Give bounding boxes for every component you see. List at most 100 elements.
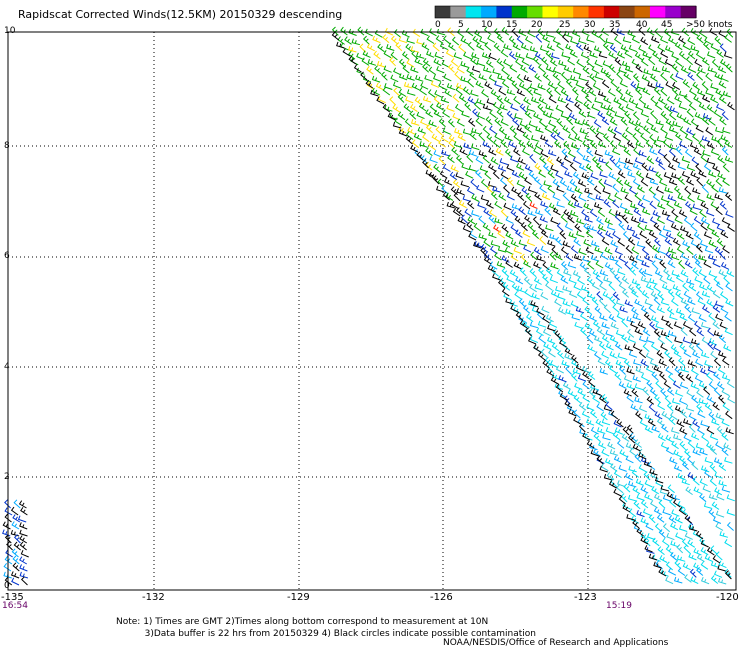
scale-swatch-16 (680, 6, 697, 18)
wind-barb (482, 125, 490, 135)
wind-barb (718, 394, 725, 404)
wind-barb (587, 344, 596, 353)
wind-barb (435, 126, 443, 136)
wind-barb (676, 112, 685, 121)
wind-barb (668, 178, 678, 186)
wind-barb (717, 564, 726, 572)
wind-barb (483, 251, 492, 261)
wind-barb (580, 312, 588, 321)
wind-barb (688, 65, 697, 73)
wind-barb (569, 49, 578, 58)
wind-barb (370, 89, 379, 97)
wind-barb (645, 139, 654, 149)
wind-barb (701, 57, 710, 66)
wind-barb (672, 237, 681, 246)
wind-barb (677, 162, 686, 171)
wind-barb (719, 531, 729, 538)
wind-barb (613, 36, 622, 45)
wind-barb (693, 231, 702, 241)
wind-barb (700, 367, 709, 376)
wind-barb (561, 359, 570, 367)
scale-swatch-9 (573, 6, 590, 18)
wind-barb (699, 493, 707, 503)
wind-barb (576, 291, 585, 300)
wind-barb (637, 321, 646, 329)
wind-barb (599, 367, 608, 375)
wind-barb (609, 365, 617, 374)
wind-barb (646, 380, 654, 390)
wind-barb (670, 28, 680, 36)
wind-barb (653, 328, 661, 338)
wind-barb (599, 465, 608, 473)
wind-barb (665, 251, 673, 260)
wind-barb (632, 343, 641, 351)
wind-barb (523, 75, 532, 83)
wind-barb (707, 66, 717, 73)
wind-barb (508, 35, 516, 45)
wind-barb (684, 201, 693, 210)
wind-barb (705, 127, 713, 136)
wind-barb (626, 382, 635, 390)
wind-barb (690, 338, 700, 346)
wind-barb (681, 461, 690, 470)
wind-barb (693, 548, 702, 556)
wind-barb (468, 117, 476, 127)
wind-barb (645, 365, 655, 374)
wind-barb (640, 517, 649, 525)
wind-barb (541, 305, 550, 314)
wind-barb (514, 215, 522, 225)
wind-barb (608, 208, 617, 217)
wind-barb (592, 156, 599, 166)
wind-barb (708, 381, 716, 390)
wind-barb (716, 493, 725, 501)
wind-barb (488, 147, 497, 156)
wind-barb (428, 119, 437, 127)
wind-barb (702, 304, 710, 314)
wind-barb (721, 357, 730, 366)
wind-barb (712, 516, 722, 524)
wind-barb (483, 256, 492, 265)
wind-barb (525, 327, 532, 337)
wind-barb (622, 426, 630, 436)
wind-barb (531, 230, 540, 239)
wind-barb (466, 221, 474, 231)
wind-barb (410, 46, 420, 53)
wind-barb (586, 147, 594, 157)
wind-barb (678, 209, 687, 218)
wind-barb (683, 433, 692, 442)
wind-barb (552, 193, 561, 201)
wind-barb (513, 133, 521, 142)
wind-barb (726, 28, 734, 38)
wind-barb (700, 351, 710, 359)
wind-barb (714, 72, 723, 80)
wind-barb (637, 184, 645, 193)
wind-barb (670, 522, 679, 531)
wind-barb (662, 523, 671, 533)
wind-barb (614, 260, 623, 269)
wind-barb (695, 243, 703, 253)
wind-barb (708, 493, 718, 501)
wind-barb (622, 230, 630, 240)
wind-barb (538, 223, 546, 233)
wind-barb (562, 192, 570, 202)
wind-barb (708, 337, 717, 346)
wind-barb (649, 216, 658, 225)
wind-barb (547, 239, 556, 247)
wind-barb (603, 404, 613, 412)
wind-barb (12, 514, 21, 523)
wind-barb (546, 156, 555, 166)
wind-barb (631, 231, 641, 240)
wind-barb (477, 201, 486, 209)
wind-barb (718, 334, 727, 344)
wind-barb (702, 41, 710, 51)
wind-barb (572, 67, 582, 75)
wind-barb (640, 485, 649, 494)
wind-barb (607, 88, 616, 97)
wind-barb (556, 269, 565, 278)
wind-barb (672, 156, 681, 164)
wind-barb (720, 134, 729, 142)
wind-barb (376, 60, 386, 68)
wind-barb (4, 556, 13, 565)
wind-barb (420, 28, 429, 37)
wind-barb (614, 192, 623, 201)
